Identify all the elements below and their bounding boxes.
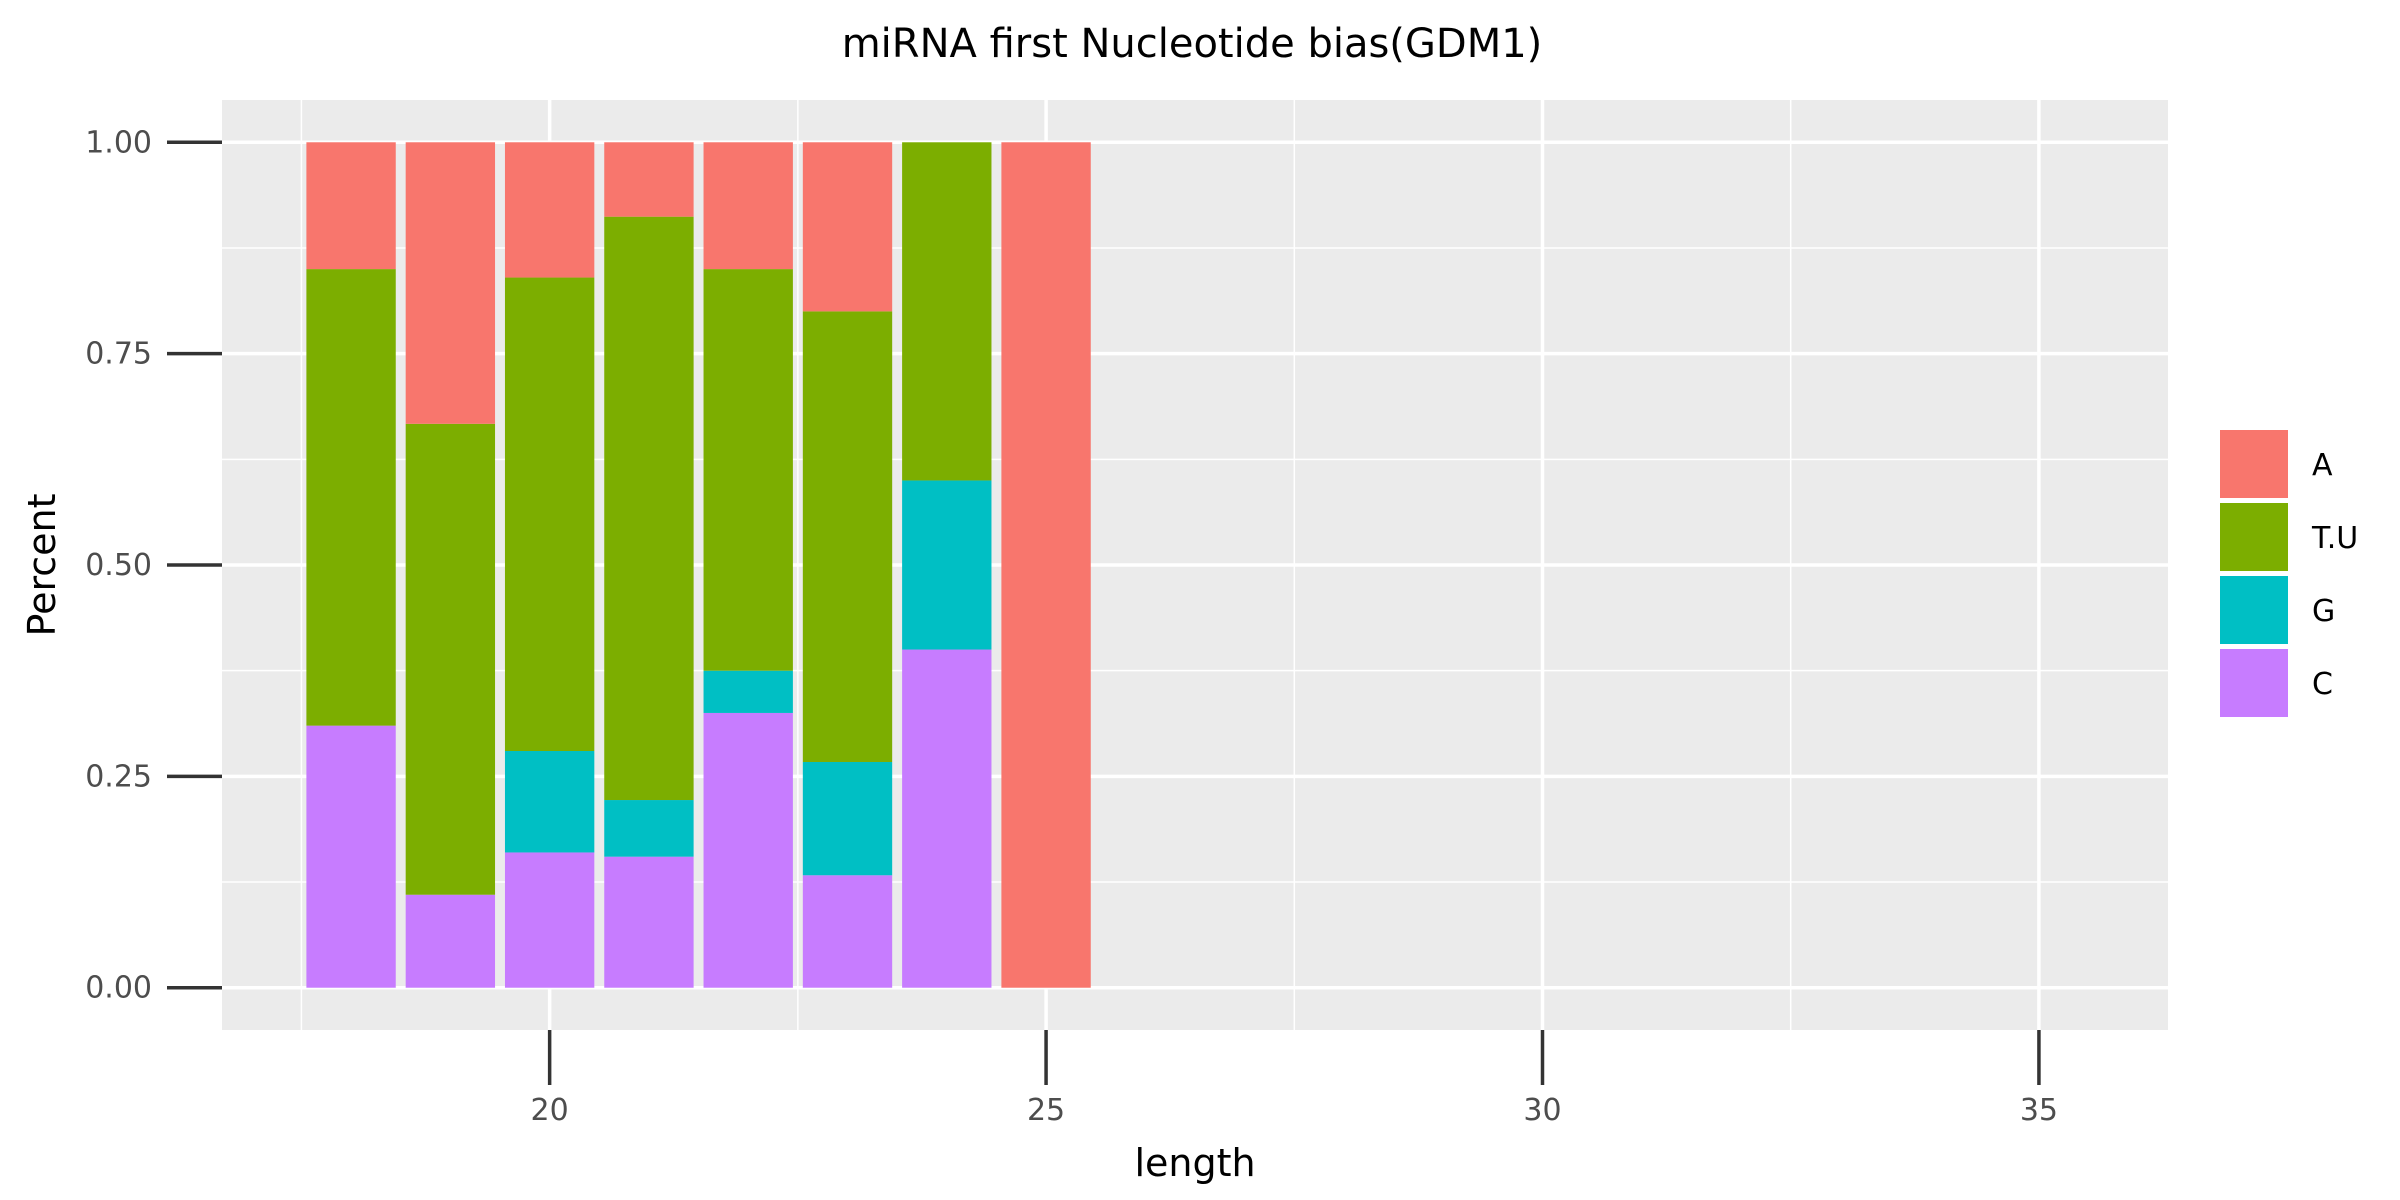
y-tick-label: 0.50: [85, 548, 152, 583]
x-tick-label: 35: [2020, 1093, 2058, 1128]
bar-segment-A-20: [504, 142, 595, 278]
bar-segment-TU-24: [902, 142, 992, 481]
bar-segment-TU-20: [504, 277, 595, 751]
bar-segment-G-22: [703, 670, 793, 713]
legend-key-C: [2220, 649, 2288, 717]
bar-segment-C-18: [306, 725, 396, 988]
bar-segment-TU-18: [306, 269, 396, 726]
bar-segment-C-21: [604, 856, 694, 988]
bar-segment-C-23: [802, 875, 893, 988]
y-tick-label: 0.00: [85, 971, 152, 1006]
y-axis-title: Percent: [20, 494, 64, 637]
bar-segment-A-22: [703, 142, 793, 270]
bar-segment-A-19: [405, 142, 496, 424]
bar-segment-TU-22: [703, 269, 793, 671]
y-axis: 0.00 0.25 0.50 0.75 1.00: [85, 125, 222, 1006]
chart-title: miRNA first Nucleotide bias(GDM1): [842, 21, 1543, 67]
bar-segment-G-23: [802, 761, 893, 876]
x-axis: 20 25 30 35: [531, 1030, 2058, 1128]
x-tick-label: 20: [531, 1093, 569, 1128]
bar-segment-G-21: [604, 800, 694, 857]
x-axis-title: length: [1134, 1141, 1255, 1185]
bar-segment-C-20: [504, 852, 595, 988]
bar-segment-G-24: [902, 480, 992, 650]
bar-segment-A-25: [1001, 142, 1091, 988]
y-tick-label: 0.75: [85, 337, 152, 372]
y-tick-label: 1.00: [85, 125, 152, 160]
bar-segment-G-20: [504, 751, 595, 853]
legend-label-TU: T.U: [2311, 521, 2358, 556]
legend-label-A: A: [2312, 448, 2333, 483]
legend-key-G: [2220, 576, 2288, 644]
x-tick-label: 30: [1523, 1093, 1561, 1128]
bar-segment-C-22: [703, 712, 793, 988]
x-tick-label: 25: [1027, 1093, 1065, 1128]
bar-segment-A-23: [802, 142, 893, 312]
bar-segment-A-21: [604, 142, 694, 217]
bar-segment-A-18: [306, 142, 396, 270]
legend-key-A: [2220, 430, 2288, 498]
bar-segment-TU-23: [802, 311, 893, 762]
legend-label-G: G: [2312, 594, 2335, 629]
y-tick-label: 0.25: [85, 759, 152, 794]
legend: A T.U G C: [2220, 430, 2358, 717]
bar-segment-TU-19: [405, 423, 496, 895]
bar-segment-TU-21: [604, 216, 694, 801]
bar-segment-C-19: [405, 894, 496, 988]
bar-segment-C-24: [902, 649, 992, 988]
legend-label-C: C: [2312, 667, 2333, 702]
bar-stacks: [306, 142, 1091, 988]
legend-key-TU: [2220, 503, 2288, 571]
